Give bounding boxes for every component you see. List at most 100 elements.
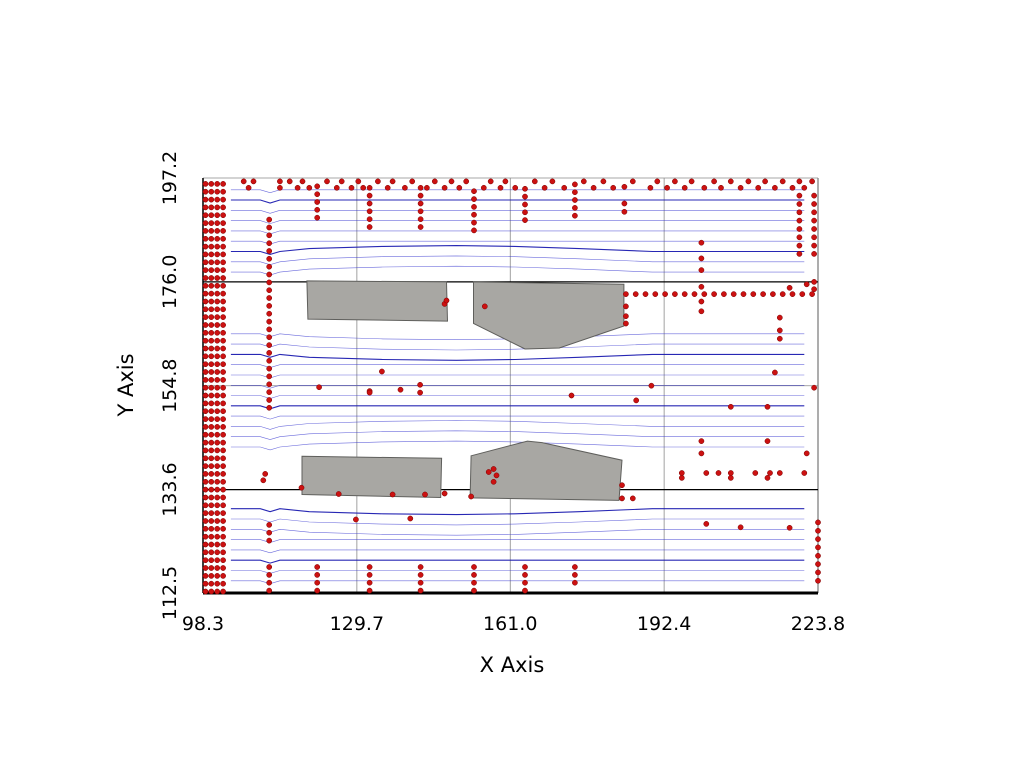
data-point	[266, 522, 273, 528]
data-point	[214, 518, 221, 524]
obstacle-shapes	[301, 280, 625, 501]
data-point	[220, 314, 226, 320]
data-point	[220, 329, 226, 336]
streamline	[230, 508, 805, 516]
data-point	[314, 564, 321, 570]
y-tick-label: 197.2	[159, 151, 181, 205]
data-point	[727, 475, 734, 481]
data-point	[815, 527, 821, 534]
data-point	[721, 291, 727, 297]
data-point	[623, 291, 629, 297]
data-point	[522, 209, 528, 216]
data-point	[654, 178, 661, 185]
data-point	[572, 579, 578, 586]
streamline	[230, 255, 805, 266]
y-tick-label: 133.6	[159, 462, 181, 516]
data-point	[220, 549, 226, 556]
data-point	[208, 424, 215, 430]
data-point	[298, 484, 305, 491]
data-point	[779, 178, 786, 185]
data-point	[220, 275, 226, 281]
streamline	[230, 374, 805, 379]
data-point	[730, 291, 737, 297]
data-point	[727, 470, 734, 476]
data-point	[202, 471, 209, 477]
streamline	[230, 430, 805, 440]
data-point	[811, 192, 817, 199]
data-point	[214, 549, 221, 556]
data-point	[220, 235, 226, 242]
data-point	[572, 197, 578, 203]
data-point	[208, 181, 215, 187]
data-point	[266, 240, 273, 247]
data-point	[678, 470, 685, 476]
data-point	[208, 463, 215, 469]
data-point	[202, 196, 209, 203]
data-point	[220, 345, 226, 352]
data-point	[266, 318, 273, 325]
data-point	[703, 470, 710, 476]
data-point	[811, 209, 817, 216]
data-point	[417, 224, 424, 230]
data-point	[314, 579, 321, 586]
data-point	[202, 353, 209, 360]
data-point	[776, 470, 783, 476]
data-point	[811, 217, 817, 224]
data-point	[621, 200, 628, 207]
x-tick-label: 98.3	[182, 613, 224, 635]
data-point	[220, 471, 226, 477]
y-tick-label: 154.8	[159, 358, 181, 412]
data-point	[786, 524, 793, 531]
data-point	[208, 384, 215, 391]
data-point	[208, 557, 215, 564]
data-point	[202, 400, 209, 407]
data-point	[208, 290, 215, 297]
data-point	[764, 438, 771, 444]
data-point	[208, 549, 215, 556]
data-point	[220, 478, 226, 485]
data-point	[214, 181, 221, 187]
data-point	[202, 588, 209, 595]
data-point	[214, 329, 221, 336]
data-point	[796, 226, 803, 232]
data-point	[522, 587, 528, 594]
data-point	[202, 541, 209, 548]
data-point	[220, 518, 226, 524]
data-point	[441, 490, 448, 497]
data-point	[208, 282, 215, 289]
streamline	[230, 364, 805, 368]
data-point	[266, 381, 273, 388]
streamline	[230, 549, 805, 554]
data-point	[698, 308, 705, 315]
data-point	[621, 208, 628, 215]
obstacle-upper-right-hull	[473, 281, 625, 350]
data-point	[214, 345, 221, 352]
data-point	[202, 212, 209, 219]
data-point	[572, 205, 578, 211]
y-tick-label: 112.5	[159, 566, 181, 620]
data-point	[681, 184, 688, 191]
data-point	[619, 482, 625, 489]
data-point	[240, 178, 247, 185]
data-point	[214, 565, 221, 571]
data-point	[549, 178, 556, 185]
data-point	[314, 206, 321, 213]
data-point	[214, 188, 221, 195]
data-point	[811, 251, 817, 257]
data-point	[266, 357, 273, 364]
data-point	[375, 178, 381, 185]
data-point	[767, 470, 773, 476]
data-point	[220, 573, 226, 579]
data-point	[202, 306, 209, 313]
data-point	[202, 345, 209, 352]
data-point	[471, 564, 477, 570]
data-point	[202, 298, 209, 305]
data-point	[664, 184, 670, 191]
x-tick-label: 129.7	[330, 613, 384, 635]
data-point	[348, 184, 355, 191]
data-point	[208, 478, 215, 485]
data-point	[202, 275, 209, 281]
data-point	[750, 291, 757, 297]
data-point	[214, 259, 221, 266]
